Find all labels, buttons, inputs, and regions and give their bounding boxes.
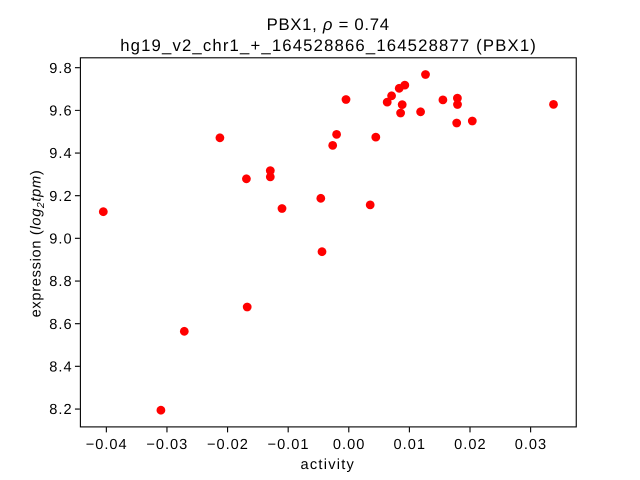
- svg-text:0.01: 0.01: [394, 437, 426, 453]
- svg-text:8.4: 8.4: [49, 360, 72, 376]
- svg-text:8.8: 8.8: [49, 274, 72, 290]
- svg-text:activity: activity: [300, 457, 355, 473]
- svg-text:−0.04: −0.04: [86, 437, 128, 453]
- svg-text:9.8: 9.8: [49, 61, 72, 77]
- svg-text:0.00: 0.00: [333, 437, 365, 453]
- svg-text:PBX1, ρ = 0.74: PBX1, ρ = 0.74: [267, 15, 390, 34]
- svg-text:9.0: 9.0: [49, 232, 72, 248]
- svg-text:8.6: 8.6: [49, 317, 72, 333]
- svg-text:0.02: 0.02: [454, 437, 486, 453]
- svg-text:expression (log2tpm): expression (log2tpm): [29, 170, 47, 318]
- svg-text:−0.03: −0.03: [146, 437, 188, 453]
- svg-text:9.2: 9.2: [49, 189, 72, 205]
- svg-text:−0.01: −0.01: [268, 437, 310, 453]
- svg-text:hg19_v2_chr1_+_164528866_16452: hg19_v2_chr1_+_164528866_164528877 (PBX1…: [120, 36, 537, 55]
- svg-text:8.2: 8.2: [49, 402, 72, 418]
- svg-text:9.6: 9.6: [49, 104, 72, 120]
- svg-text:9.4: 9.4: [49, 146, 72, 162]
- svg-text:0.03: 0.03: [515, 437, 547, 453]
- svg-text:−0.02: −0.02: [207, 437, 249, 453]
